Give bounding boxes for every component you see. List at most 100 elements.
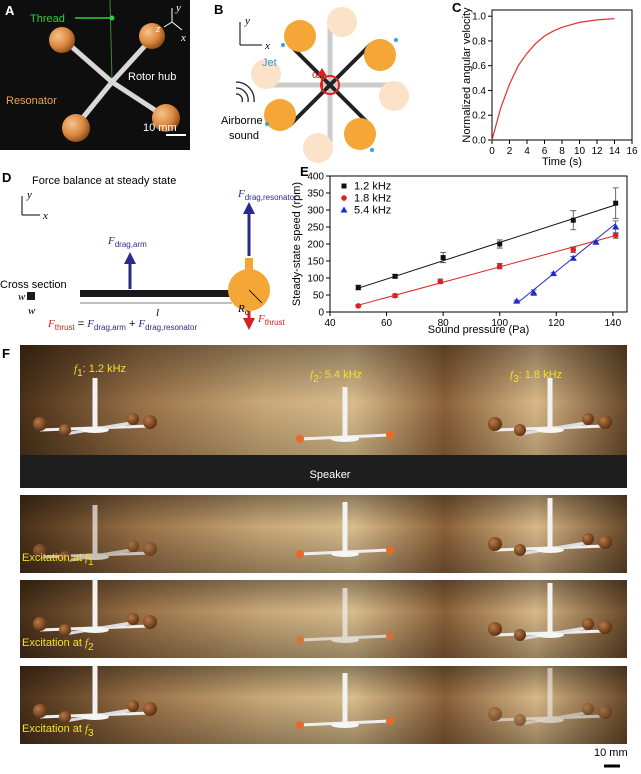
- text: Excitation at: [22, 637, 85, 649]
- panel-label: A: [5, 3, 15, 18]
- radius: [248, 289, 263, 304]
- operator: =: [78, 318, 84, 330]
- point: [392, 292, 398, 299]
- frequency-label: f2: 5.4 kHz: [310, 369, 362, 385]
- subscript: 3: [88, 728, 94, 739]
- subscript: 2: [88, 642, 94, 653]
- axes-icon: [239, 22, 262, 46]
- axis-label: z: [155, 23, 161, 35]
- text: Excitation at: [22, 552, 85, 564]
- force-arrows: [124, 202, 255, 330]
- x-tick-label: 120: [548, 318, 565, 329]
- point: [592, 238, 600, 245]
- legend-item: 1.2 kHz: [341, 181, 391, 193]
- label: l: [156, 307, 159, 319]
- label: Thread: [30, 13, 65, 25]
- y-axis-label: Normalized angular velocity: [461, 7, 473, 143]
- x-tick-label: 140: [605, 318, 622, 329]
- axes-icon: [21, 196, 40, 216]
- force-label: Fdrag,arm: [107, 235, 147, 249]
- point: [497, 241, 503, 247]
- point: [612, 223, 620, 230]
- excitation-label: Excitation at f3: [22, 723, 94, 739]
- data-line: [491, 18, 615, 141]
- y-tick-label: 0.4: [472, 86, 486, 97]
- y-tick-label: 0.0: [472, 136, 486, 147]
- label: Rotor hub: [128, 71, 176, 83]
- legend-label: 1.8 kHz: [354, 193, 391, 205]
- subscript: drag,resonator: [245, 193, 297, 202]
- symbol: R: [237, 303, 245, 315]
- y-axis-label: Steady-state speed (rpm): [291, 182, 303, 306]
- axis-label: x: [180, 32, 186, 44]
- force-label: Fthrust: [257, 313, 286, 327]
- x-tick-label: 6: [542, 146, 548, 157]
- point: [549, 270, 557, 277]
- y-tick-label: 100: [307, 274, 324, 285]
- resonator: [49, 27, 75, 53]
- label: Airborne: [221, 115, 263, 127]
- excitation-label: Excitation at f1: [22, 552, 94, 568]
- cross-section: [27, 292, 35, 300]
- label: w: [18, 291, 26, 303]
- y-tick-label: 300: [307, 206, 324, 217]
- label: sound: [229, 130, 259, 142]
- axes-icon: [163, 8, 183, 31]
- pointer-dot: [109, 15, 115, 21]
- point: [440, 255, 446, 261]
- panel-label: D: [2, 170, 11, 185]
- y-tick-label: 0: [318, 308, 324, 319]
- operator: +: [129, 318, 135, 330]
- panel-label: B: [214, 2, 223, 17]
- text: Excitation at: [22, 723, 85, 735]
- legend-item: 1.8 kHz: [341, 193, 391, 205]
- y-tick-label: 400: [307, 172, 324, 183]
- equation: Fthrust = Fdrag,arm + Fdrag,resonator: [47, 318, 197, 332]
- y-tick-label: 150: [307, 257, 324, 268]
- symbol: f: [85, 723, 90, 735]
- resonator: [152, 104, 180, 132]
- thread-line: [109, 0, 113, 81]
- x-tick-label: 8: [559, 146, 565, 157]
- label: Speaker: [310, 469, 351, 481]
- x-tick-label: 10: [574, 146, 586, 157]
- panel-label: F: [2, 346, 10, 361]
- point: [569, 254, 577, 261]
- y-tick-label: 1.0: [472, 12, 486, 23]
- symbol: f: [85, 552, 90, 564]
- point: [612, 232, 619, 239]
- arm: [80, 290, 232, 297]
- point: [437, 278, 444, 285]
- plot-frame: [491, 9, 633, 141]
- x-axis-label: Time (s): [542, 156, 582, 168]
- point: [355, 303, 362, 309]
- label: Rc: [237, 303, 249, 317]
- label: Resonator: [6, 95, 57, 107]
- subscript: thrust: [265, 318, 286, 327]
- legend-marker: [341, 183, 347, 189]
- symbol: F: [237, 188, 245, 200]
- x-tick-label: 2: [507, 146, 513, 157]
- point: [392, 273, 398, 279]
- panel-label: E: [300, 164, 309, 179]
- axis-label: y: [26, 189, 32, 201]
- resonator-neck: [245, 258, 253, 270]
- symbol: f: [74, 363, 79, 375]
- point: [570, 217, 576, 223]
- label: ω: [312, 69, 321, 81]
- y-tick-label: 0.6: [472, 61, 486, 72]
- symbol: F: [86, 318, 94, 330]
- x-tick-label: 12: [591, 146, 603, 157]
- label: Jet: [262, 57, 277, 69]
- excitation-label: Excitation at f2: [22, 637, 94, 653]
- subscript: c: [245, 308, 249, 317]
- chart: C 0 2 4 6 8 10 12 14 16 0.0 0.2 0.4 0.6 0.8 1.0 Time (s)…: [452, 0, 638, 168]
- force-label: Fdrag,resonator: [237, 188, 297, 202]
- point: [613, 200, 619, 206]
- symbol: f: [510, 369, 515, 381]
- rotor-diagram: [235, 7, 409, 163]
- subscript: thrust: [55, 323, 76, 332]
- label: w: [28, 305, 36, 317]
- x-tick-label: 60: [381, 318, 393, 329]
- symbol: f: [85, 637, 90, 649]
